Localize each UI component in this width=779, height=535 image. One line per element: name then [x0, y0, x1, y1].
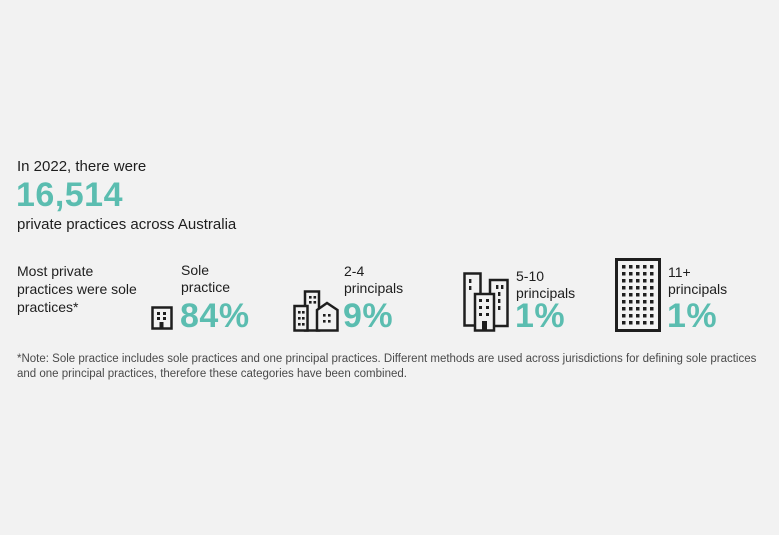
- stat-value-sole: 84%: [180, 297, 250, 335]
- stat-label-line: principals: [344, 280, 404, 296]
- small-building-icon: [151, 306, 173, 335]
- large-building-icon: [615, 258, 661, 337]
- stat-value-2-4: 9%: [343, 297, 394, 335]
- stat-label-line: 5-10: [516, 268, 545, 284]
- stat-label-line: Sole: [181, 262, 210, 278]
- stat-label-2-4: 2-4 principals: [344, 263, 403, 297]
- total-practices-number: 16,514: [16, 176, 123, 214]
- stat-label-line: practice: [181, 279, 231, 295]
- total-practices-caption: private practices across Australia: [17, 216, 237, 233]
- stat-label-line: principals: [668, 281, 728, 297]
- stat-label-line: 11+: [668, 264, 691, 280]
- stat-label-line: principals: [516, 285, 576, 301]
- stat-label-5-10: 5-10 principals: [516, 268, 575, 302]
- tall-buildings-icon: [463, 272, 509, 337]
- building-cluster-icon: [293, 290, 339, 337]
- stat-label-line: 2-4: [344, 263, 365, 279]
- sole-practice-summary: Most private practices were sole practic…: [17, 263, 137, 315]
- intro-text: In 2022, there were: [17, 158, 147, 175]
- stat-label-sole: Sole practice: [181, 262, 230, 296]
- stat-value-5-10: 1%: [515, 297, 566, 335]
- stat-value-11-plus: 1%: [667, 297, 718, 335]
- stat-label-11-plus: 11+ principals: [668, 264, 727, 298]
- footnote: *Note: Sole practice includes sole pract…: [17, 353, 757, 380]
